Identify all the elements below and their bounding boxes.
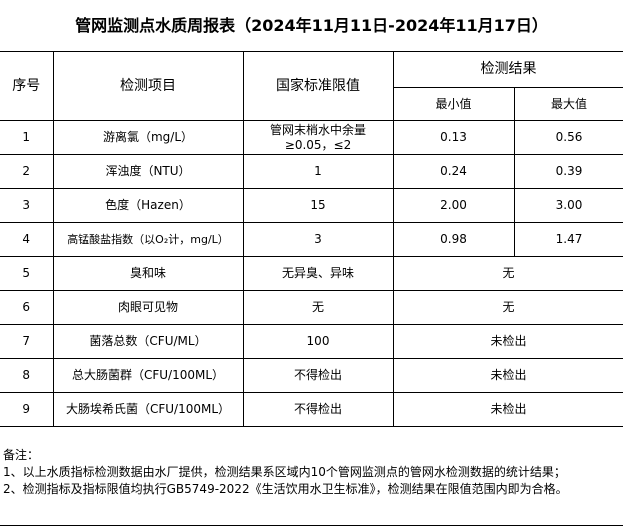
cell-result: 未检出 xyxy=(392,358,623,393)
notes-label: 备注： xyxy=(3,448,40,462)
cell-no: 5 xyxy=(0,256,54,291)
table-row: 8 总大肠菌群（CFU/100ML） 不得检出 未检出 xyxy=(0,358,623,393)
cell-item: 臭和味 xyxy=(52,256,244,291)
cell-standard: 3 xyxy=(242,222,394,257)
note-line: 1、以上水质指标检测数据由水厂提供，检测结果系区域内10个管网监测点的管网水检测… xyxy=(3,465,566,479)
table-row: 3 色度（Hazen） 15 2.00 3.00 xyxy=(0,188,623,223)
cell-min: 2.00 xyxy=(392,188,515,223)
cell-item: 大肠埃希氏菌（CFU/100ML） xyxy=(52,392,244,427)
cell-result: 未检出 xyxy=(392,324,623,359)
cell-max: 0.39 xyxy=(513,154,623,189)
cell-no: 1 xyxy=(0,120,54,155)
cell-item: 浑浊度（NTU） xyxy=(52,154,244,189)
cell-no: 4 xyxy=(0,222,54,257)
header-result: 检测结果 xyxy=(392,51,623,88)
report-title: 管网监测点水质周报表（2024年11月11日-2024年11月17日） xyxy=(75,16,548,35)
cell-min: 0.98 xyxy=(392,222,515,257)
cell-standard: 100 xyxy=(242,324,394,359)
cell-max: 0.56 xyxy=(513,120,623,155)
table-row: 6 肉眼可见物 无 无 xyxy=(0,290,623,325)
header-max: 最大值 xyxy=(513,87,623,121)
cell-no: 2 xyxy=(0,154,54,189)
cell-result: 无 xyxy=(392,256,623,291)
cell-standard: 不得检出 xyxy=(242,358,394,393)
table-row: 4 高锰酸盐指数（以O₂计，mg/L） 3 0.98 1.47 xyxy=(0,222,623,257)
notes: 备注： 1、以上水质指标检测数据由水厂提供，检测结果系区域内10个管网监测点的管… xyxy=(3,447,568,498)
cell-min: 0.24 xyxy=(392,154,515,189)
cell-standard: 管网末梢水中余量≥0.05，≤2 xyxy=(242,120,394,155)
table-row: 1 游离氯（mg/L） 管网末梢水中余量≥0.05，≤2 0.13 0.56 xyxy=(0,120,623,155)
cell-standard: 无 xyxy=(242,290,394,325)
cell-standard: 1 xyxy=(242,154,394,189)
table-row: 9 大肠埃希氏菌（CFU/100ML） 不得检出 未检出 xyxy=(0,392,623,427)
note-line: 2、检测指标及指标限值均执行GB5749-2022《生活饮用水卫生标准》，检测结… xyxy=(3,482,568,496)
cell-item: 肉眼可见物 xyxy=(52,290,244,325)
cell-no: 7 xyxy=(0,324,54,359)
water-quality-table: 序号 检测项目 国家标准限值 检测结果 最小值 最大值 1 游离氯（mg/L） … xyxy=(0,51,623,427)
cell-min: 0.13 xyxy=(392,120,515,155)
cell-result: 未检出 xyxy=(392,392,623,427)
cell-no: 6 xyxy=(0,290,54,325)
cell-max: 3.00 xyxy=(513,188,623,223)
divider xyxy=(0,525,623,526)
table-row: 5 臭和味 无异臭、异味 无 xyxy=(0,256,623,291)
cell-max: 1.47 xyxy=(513,222,623,257)
cell-item: 高锰酸盐指数（以O₂计，mg/L） xyxy=(52,222,244,257)
table-row: 2 浑浊度（NTU） 1 0.24 0.39 xyxy=(0,154,623,189)
cell-no: 8 xyxy=(0,358,54,393)
header-min: 最小值 xyxy=(393,87,515,121)
cell-item: 色度（Hazen） xyxy=(52,188,244,223)
cell-item: 菌落总数（CFU/ML） xyxy=(52,324,244,359)
cell-no: 3 xyxy=(0,188,54,223)
cell-result: 无 xyxy=(392,290,623,325)
header-no: 序号 xyxy=(0,51,54,121)
header-item: 检测项目 xyxy=(52,51,244,121)
cell-no: 9 xyxy=(0,392,54,427)
cell-standard: 无异臭、异味 xyxy=(242,256,394,291)
cell-item: 游离氯（mg/L） xyxy=(52,120,244,155)
cell-standard: 不得检出 xyxy=(242,392,394,427)
table-row: 7 菌落总数（CFU/ML） 100 未检出 xyxy=(0,324,623,359)
cell-standard: 15 xyxy=(242,188,394,223)
cell-item: 总大肠菌群（CFU/100ML） xyxy=(52,358,244,393)
header-standard: 国家标准限值 xyxy=(242,51,394,121)
